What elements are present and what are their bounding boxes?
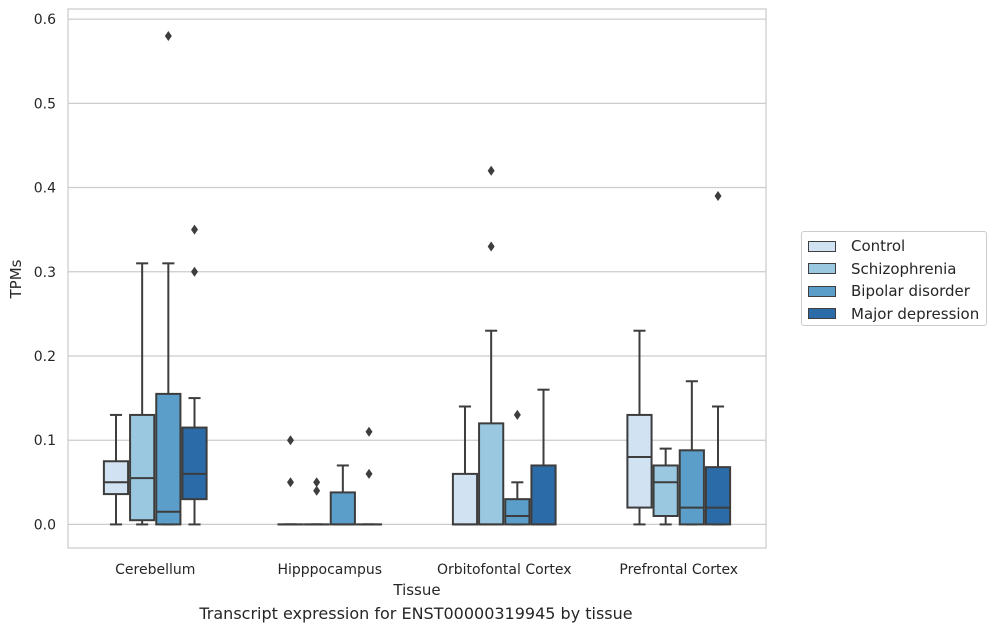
outlier-point: [191, 266, 199, 277]
legend-swatch-major-depression: [808, 308, 836, 320]
chart-caption: Transcript expression for ENST0000031994…: [199, 604, 633, 623]
outlier-point: [191, 224, 199, 235]
box-body: [704, 466, 732, 526]
box-1-2: [329, 464, 356, 526]
x-tick-label: Prefrontal Cortex: [619, 562, 738, 578]
box-2-2: [504, 409, 531, 526]
box-0-0: [102, 413, 130, 526]
box-3-0: [626, 329, 653, 526]
box-body: [155, 392, 182, 526]
box-3-1: [652, 447, 679, 526]
box-body: [626, 413, 653, 509]
box-1-0: [277, 435, 304, 526]
legend-swatch-control: [808, 240, 836, 252]
y-tick-label: 0.1: [34, 433, 56, 449]
outlier-point: [365, 426, 373, 437]
x-tick-label: Cerebellum: [115, 562, 195, 578]
legend-label-bipolar-disorder: Bipolar disorder: [851, 282, 970, 301]
legend-label-schizophrenia: Schizophrenia: [851, 259, 957, 278]
outlier-point: [487, 165, 495, 176]
box-1-3: [355, 426, 383, 526]
box-body: [478, 422, 505, 526]
box-body: [678, 449, 705, 526]
x-axis-ticks: Cerebellum Hipppocampus Orbitofontal Corte…: [115, 562, 738, 578]
box-body: [530, 464, 557, 526]
legend-item-major-depression: Major depression: [808, 303, 986, 326]
y-axis-ticks: 0.0 0.1 0.2 0.3 0.4 0.5 0.6: [34, 12, 56, 533]
y-tick-label: 0.3: [34, 265, 56, 281]
box-0-3: [181, 224, 208, 526]
legend-item-bipolar-disorder: Bipolar disorder: [808, 280, 986, 303]
legend-swatch-schizophrenia: [808, 263, 836, 275]
y-tick-label: 0.4: [34, 181, 56, 197]
box-body: [504, 498, 531, 526]
x-axis-label: Tissue: [392, 581, 440, 599]
box-0-1: [129, 262, 156, 526]
outlier-point: [513, 409, 521, 420]
legend-label-major-depression: Major depression: [851, 304, 980, 323]
box-2-0: [451, 405, 479, 526]
legend-item-schizophrenia: Schizophrenia: [808, 258, 986, 281]
box-body: [129, 413, 156, 522]
box-body: [102, 460, 130, 496]
box-3-2: [678, 380, 705, 526]
box-0-2: [155, 30, 182, 526]
outlier-point: [164, 30, 172, 41]
outlier-point: [286, 435, 294, 446]
box-2-1: [478, 165, 505, 526]
box-body: [181, 426, 208, 501]
box-body: [652, 464, 679, 517]
box-2-3: [530, 388, 557, 526]
y-axis-label: TPMs: [7, 259, 25, 299]
x-tick-label: Hipppocampus: [277, 562, 382, 578]
box-body: [451, 472, 479, 526]
legend-label-control: Control: [851, 237, 906, 256]
outlier-point: [714, 190, 722, 201]
legend-swatch-bipolar-disorder: [808, 285, 836, 297]
outlier-point: [286, 477, 294, 488]
box-1-1: [303, 477, 330, 526]
y-tick-label: 0.6: [34, 12, 56, 28]
plot-frame: [67, 8, 767, 549]
outlier-point: [487, 241, 495, 252]
y-tick-label: 0.2: [34, 349, 56, 365]
box-body: [329, 491, 356, 526]
y-tick-label: 0.0: [34, 517, 56, 533]
legend: Control Schizophrenia Bipolar disorder M…: [801, 231, 987, 326]
outlier-point: [365, 468, 373, 479]
y-tick-label: 0.5: [34, 96, 56, 112]
box-groups: [102, 30, 732, 526]
outlier-point: [313, 485, 321, 496]
x-tick-label: Orbitofontal Cortex: [437, 562, 572, 578]
legend-item-control: Control: [808, 235, 986, 258]
outlier-point: [313, 477, 321, 488]
box-3-3: [704, 190, 732, 526]
